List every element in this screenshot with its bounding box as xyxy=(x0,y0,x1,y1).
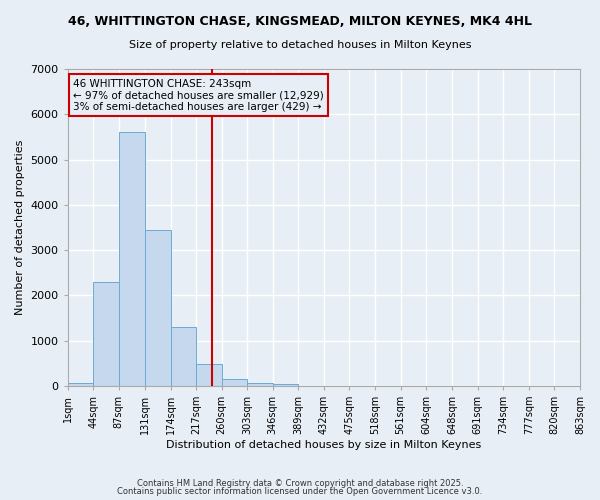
Bar xyxy=(273,384,298,386)
X-axis label: Distribution of detached houses by size in Milton Keynes: Distribution of detached houses by size … xyxy=(166,440,481,450)
Bar xyxy=(247,382,273,386)
Text: 46, WHITTINGTON CHASE, KINGSMEAD, MILTON KEYNES, MK4 4HL: 46, WHITTINGTON CHASE, KINGSMEAD, MILTON… xyxy=(68,15,532,28)
Text: Size of property relative to detached houses in Milton Keynes: Size of property relative to detached ho… xyxy=(129,40,471,50)
Text: 46 WHITTINGTON CHASE: 243sqm
← 97% of detached houses are smaller (12,929)
3% of: 46 WHITTINGTON CHASE: 243sqm ← 97% of de… xyxy=(73,78,323,112)
Y-axis label: Number of detached properties: Number of detached properties xyxy=(15,140,25,315)
Bar xyxy=(196,364,221,386)
Bar xyxy=(93,282,119,386)
Bar xyxy=(170,327,196,386)
Bar xyxy=(119,132,145,386)
Bar xyxy=(145,230,170,386)
Text: Contains HM Land Registry data © Crown copyright and database right 2025.: Contains HM Land Registry data © Crown c… xyxy=(137,478,463,488)
Text: Contains public sector information licensed under the Open Government Licence v3: Contains public sector information licen… xyxy=(118,487,482,496)
Bar xyxy=(68,382,93,386)
Bar xyxy=(221,378,247,386)
